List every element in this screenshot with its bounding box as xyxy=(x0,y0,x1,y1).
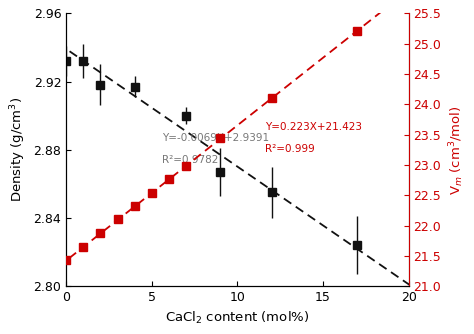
Text: R²=0.9782: R²=0.9782 xyxy=(162,155,219,165)
X-axis label: CaCl$_2$ content (mol%): CaCl$_2$ content (mol%) xyxy=(165,310,310,326)
Text: Y=0.223X+21.423: Y=0.223X+21.423 xyxy=(265,123,362,133)
Y-axis label: V$_m$ (cm$^3$/mol): V$_m$ (cm$^3$/mol) xyxy=(447,105,465,195)
Text: Y=-0.0069X+2.9391: Y=-0.0069X+2.9391 xyxy=(162,133,269,143)
Text: R²=0.999: R²=0.999 xyxy=(265,144,315,154)
Y-axis label: Density (g/cm$^3$): Density (g/cm$^3$) xyxy=(9,97,28,202)
